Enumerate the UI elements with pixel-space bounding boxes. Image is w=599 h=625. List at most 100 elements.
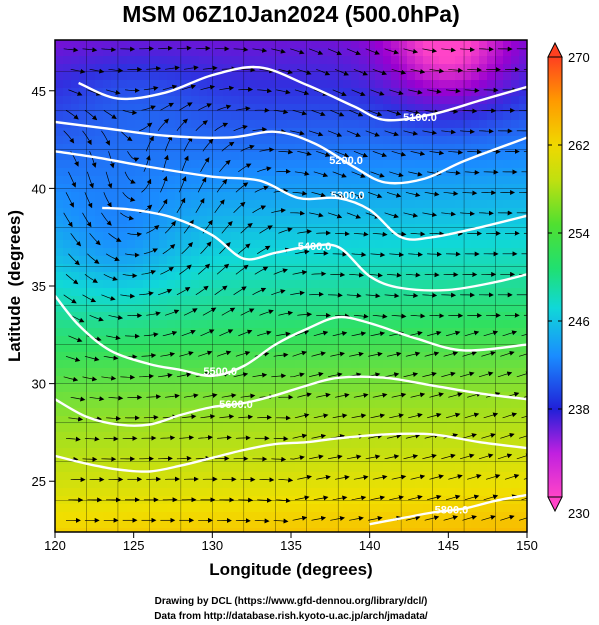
- wind-arrow: [84, 192, 93, 209]
- heat-cell: [303, 168, 312, 177]
- heat-cell: [351, 528, 360, 532]
- wind-arrow: [87, 253, 100, 264]
- heat-cell: [191, 496, 200, 505]
- heat-cell: [335, 504, 344, 513]
- wind-arrow: [65, 274, 79, 285]
- heat-cell: [199, 144, 208, 153]
- heat-cell: [71, 288, 80, 297]
- heat-cell: [375, 520, 384, 529]
- wind-arrow: [384, 212, 399, 219]
- heat-cell: [71, 328, 80, 337]
- heat-cell: [415, 80, 424, 89]
- heat-cell: [351, 144, 360, 153]
- heat-cell: [399, 424, 408, 433]
- heat-cell: [159, 72, 168, 81]
- heat-cell: [239, 376, 248, 385]
- heat-cell: [223, 88, 232, 97]
- heat-cell: [375, 528, 384, 532]
- heat-cell: [127, 272, 136, 281]
- heat-cell: [255, 288, 264, 297]
- heat-cell: [79, 448, 88, 457]
- heat-cell: [55, 48, 64, 57]
- heat-cell: [127, 328, 136, 337]
- wind-arrow: [89, 233, 101, 246]
- heat-cell: [423, 312, 432, 321]
- heat-cell: [351, 56, 360, 65]
- heat-cell: [287, 80, 296, 89]
- heat-cell: [463, 344, 472, 353]
- heat-cell: [415, 488, 424, 497]
- wind-arrow: [106, 415, 121, 421]
- heat-cell: [191, 216, 200, 225]
- heat-cell: [479, 312, 488, 321]
- heat-cell: [463, 96, 472, 105]
- heat-cell: [431, 176, 440, 185]
- heat-cell: [247, 344, 256, 353]
- heat-cell: [71, 208, 80, 217]
- heat-cell: [287, 312, 296, 321]
- heat-cell: [239, 528, 248, 532]
- heat-cell: [479, 64, 488, 73]
- heat-cell: [263, 80, 272, 89]
- heat-cell: [335, 416, 344, 425]
- wind-arrow: [292, 190, 308, 196]
- heat-cell: [111, 320, 120, 329]
- heat-cell: [79, 72, 88, 81]
- heat-cell: [167, 208, 176, 217]
- heat-cell: [463, 40, 472, 49]
- heat-cell: [231, 240, 240, 249]
- heat-cell: [175, 136, 184, 145]
- heat-cell: [143, 288, 152, 297]
- heat-cell: [463, 208, 472, 217]
- heat-cell: [463, 528, 472, 532]
- heat-cell: [183, 56, 192, 65]
- heat-cell: [415, 256, 424, 265]
- heat-cell: [247, 216, 256, 225]
- heat-cell: [303, 216, 312, 225]
- wind-arrow: [238, 497, 254, 503]
- heat-cell: [127, 416, 136, 425]
- heat-cell: [239, 240, 248, 249]
- heat-cell: [511, 152, 520, 161]
- heat-cell: [343, 256, 352, 265]
- heat-cell: [207, 432, 216, 441]
- heat-cell: [319, 256, 328, 265]
- heat-cell: [479, 40, 488, 49]
- heat-cell: [295, 464, 304, 473]
- wind-arrow: [464, 169, 480, 175]
- heat-cell: [471, 488, 480, 497]
- heat-cell: [415, 368, 424, 377]
- heat-cell: [295, 208, 304, 217]
- heat-cell: [239, 424, 248, 433]
- heat-cell: [279, 216, 288, 225]
- heat-cell: [175, 264, 184, 273]
- heat-cell: [215, 344, 224, 353]
- heat-cell: [487, 128, 496, 137]
- heat-cell: [471, 80, 480, 89]
- wind-arrow: [176, 118, 188, 132]
- heat-cell: [495, 256, 504, 265]
- heat-cell: [367, 136, 376, 145]
- heat-cell: [71, 400, 80, 409]
- heat-cell: [183, 440, 192, 449]
- heat-cell: [183, 288, 192, 297]
- heat-cell: [119, 224, 128, 233]
- heat-cell: [407, 224, 416, 233]
- wind-arrow: [297, 392, 312, 398]
- heat-cell: [423, 176, 432, 185]
- heat-cell: [303, 280, 312, 289]
- heat-cell: [351, 264, 360, 273]
- heat-cell: [207, 112, 216, 121]
- heat-cell: [263, 456, 272, 465]
- heat-cell: [375, 464, 384, 473]
- heat-cell: [367, 304, 376, 313]
- heat-cell: [111, 296, 120, 305]
- heat-cell: [367, 504, 376, 513]
- heat-cell: [479, 200, 488, 209]
- heat-cell: [439, 192, 448, 201]
- heat-cell: [79, 168, 88, 177]
- wind-arrow: [216, 179, 228, 193]
- heat-cell: [199, 64, 208, 73]
- heat-cell: [303, 112, 312, 121]
- heat-cell: [303, 336, 312, 345]
